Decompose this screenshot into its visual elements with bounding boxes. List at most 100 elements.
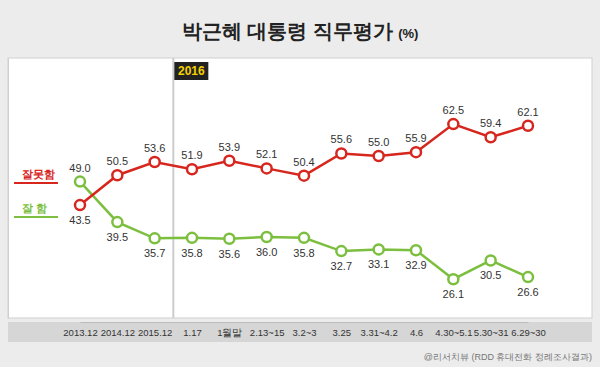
divider-label: 2016 [178,64,205,78]
point [374,244,384,254]
data-label: 35.8 [181,247,202,259]
x-tick: 2015.12 [138,322,172,338]
data-label: 59.4 [480,117,501,129]
x-tick-label: 4.6 [410,327,423,338]
point [299,233,309,243]
point [486,132,496,142]
y-axis [8,59,9,319]
data-label: 32.9 [405,259,426,271]
x-tick: 3.31~4.2 [361,322,398,338]
point [224,234,234,244]
point [187,164,197,174]
divider-label-box [174,62,208,80]
x-tick-label: 3.31~4.2 [361,327,398,338]
data-label: 26.6 [517,286,538,298]
x-tick: 1.17 [183,322,202,338]
data-label: 53.6 [144,142,165,154]
data-label: 55.6 [331,133,352,145]
x-tick: 4.30~5.1 [435,322,472,338]
data-label: 33.1 [368,258,389,270]
data-label: 32.7 [331,260,352,272]
point [187,233,197,243]
data-labels: 49.0 39.5 35.7 35.8 35.6 36.0 35.8 32.7 33.1 32.9… [69,104,538,300]
data-label: 26.1 [443,288,464,300]
x-axis-line [81,322,529,323]
data-label: 52.1 [256,148,277,160]
x-tick-label: 6.29~30 [511,327,546,338]
point [448,274,458,284]
x-tick: 6.29~30 [511,322,546,338]
x-tick: 1월말 [217,322,242,338]
x-tick: 2.13~15 [250,322,285,338]
x-tick: 2014.12 [101,322,135,338]
data-label: 49.0 [69,162,90,174]
point [75,200,85,210]
data-label: 30.5 [480,269,501,281]
point [336,148,346,158]
x-tick: 2013.12 [63,322,97,338]
data-label: 50.4 [293,156,314,168]
point [224,156,234,166]
legend: 잘못함잘 함 [14,168,58,217]
x-tick: 5.30~31 [474,322,509,338]
data-label: 62.1 [517,106,538,118]
point [336,246,346,256]
plot-frame [8,58,592,318]
x-tick: 3.25 [333,322,352,338]
point [112,217,122,227]
title: 박근혜 대통령 직무평가 (%) [182,20,419,42]
data-label: 35.6 [219,248,240,260]
source: @리서치뷰 (RDD 휴대전화 정례조사결과) [424,352,592,362]
data-label: 39.5 [107,231,128,243]
point [448,119,458,129]
x-tick-label: 1.17 [183,327,202,338]
point [150,233,160,243]
x-tick-label: 2014.12 [101,327,135,338]
point [523,272,533,282]
legend-swatch [14,182,58,184]
point [262,232,272,242]
x-tick-label: 5.30~31 [474,327,509,338]
point [262,163,272,173]
point [75,177,85,187]
y-axis-line [8,59,9,319]
x-axis: 2013.12 2014.122015.12 1.17 1월말 2.13~15 3.2~3… [63,322,545,338]
point [411,147,421,157]
series-line [80,124,528,205]
point [374,151,384,161]
data-label: 35.7 [144,247,165,259]
data-label: 62.5 [443,104,464,116]
data-label: 50.5 [107,155,128,167]
x-tick-label: 4.30~5.1 [435,327,472,338]
legend-entry: 잘못함 [22,168,55,180]
x-tick-label: 1월말 [217,327,242,338]
data-label: 35.8 [293,247,314,259]
x-tick-label: 3.2~3 [292,327,316,338]
data-label: 53.9 [219,141,240,153]
legend-entry: 잘 함 [22,202,47,214]
x-tick-label: 3.25 [333,327,352,338]
series-line [80,182,528,280]
x-tick-label: 2013.12 [63,327,97,338]
data-label: 51.9 [181,149,202,161]
x-tick-label: 2015.12 [138,327,172,338]
point [150,157,160,167]
point [112,170,122,180]
background [0,0,600,367]
legend-swatch [14,216,58,218]
data-label: 43.5 [69,214,90,226]
point [486,255,496,265]
x-tick-label: 2.13~15 [250,327,285,338]
divider-line [172,58,174,318]
x-tick: 4.6 [410,322,423,338]
data-label: 55.0 [368,136,389,148]
plot-area [75,119,533,284]
x-axis-band [8,322,592,342]
chart: 박근혜 대통령 직무평가 (%) 2016 49.0 39.5 35.7 35.8 35.6… [0,0,600,367]
x-tick: 3.2~3 [292,322,316,338]
data-label: 55.9 [405,132,426,144]
data-label: 36.0 [256,246,277,258]
point [411,245,421,255]
point [299,171,309,181]
point [523,121,533,131]
